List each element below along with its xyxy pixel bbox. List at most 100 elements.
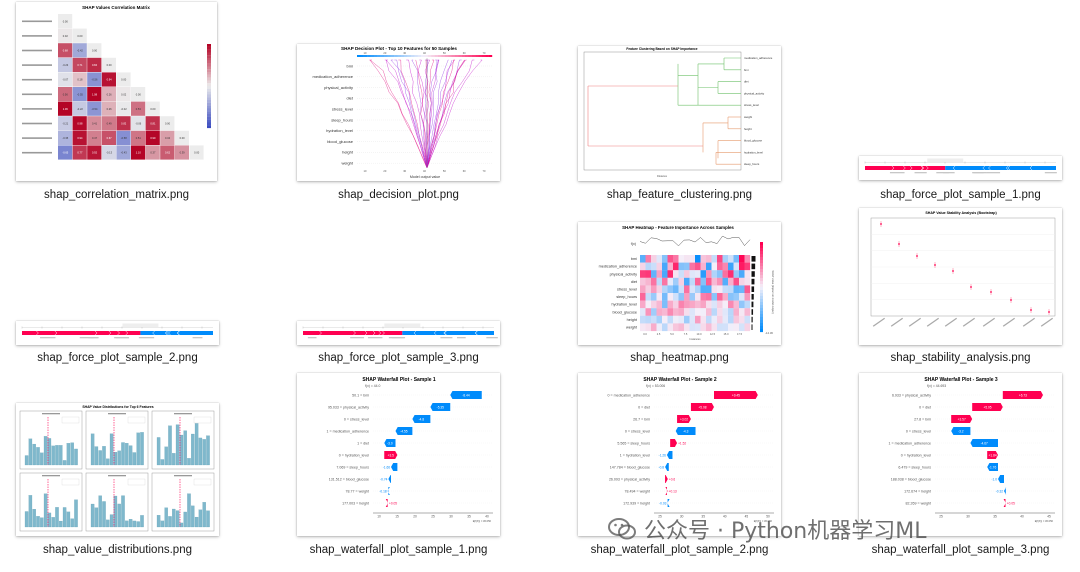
heat-cell (728, 270, 734, 278)
heat-cell (645, 277, 652, 286)
colorbar-segment (760, 284, 763, 288)
feature-label: sleep_hours (331, 117, 353, 122)
heat-cell (174, 130, 189, 145)
colorbar-segment (760, 326, 763, 330)
tick-label: 40 (723, 515, 727, 519)
fx-value: f(x) = 53.006 (646, 384, 665, 388)
histogram-bar (59, 520, 63, 528)
feature-value-label: 5.565 = sleep_hours (617, 441, 650, 445)
histogram-bar (40, 452, 44, 466)
colorbar-segment (458, 55, 462, 57)
heat-cell (700, 285, 707, 294)
cell-value: 1.06 (63, 107, 69, 111)
histogram-bar (168, 516, 172, 528)
thumbnail-force-plot-1[interactable] (859, 156, 1062, 180)
colorbar-segment (760, 266, 763, 270)
histogram-bar (102, 446, 106, 466)
colorbar-segment (207, 52, 211, 56)
histogram-bar (74, 499, 78, 528)
heat-cell (684, 277, 690, 286)
colorbar-segment (760, 314, 763, 318)
feature-annotation (889, 172, 905, 174)
contribution-label: -4.67 (981, 441, 988, 445)
heat-cell (733, 270, 740, 278)
thumbnail-feature-clustering[interactable]: Feature Clustering Based on SHAP Importa… (578, 46, 781, 181)
heat-cell (722, 293, 729, 301)
thumbnail-force-plot-2[interactable] (16, 321, 219, 345)
feature-annotation (486, 337, 498, 339)
heat-cell (651, 262, 657, 271)
colorbar-segment (760, 269, 763, 273)
feature-value-label: 7.069 = sleep_hours (336, 465, 369, 469)
heat-cell (739, 262, 745, 271)
heat-cell (695, 293, 701, 301)
thumbnail-waterfall-2[interactable]: SHAP Waterfall Plot - Sample 2 f(x) = 53.… (578, 373, 781, 536)
chevron (168, 330, 171, 336)
feature-value-label: 50.1 = bmi (352, 393, 369, 397)
histogram-bar (94, 507, 99, 528)
heat-cell (656, 308, 663, 316)
thumbnail-waterfall-3[interactable]: SHAP Waterfall Plot - Sample 3 f(x) = 44.… (859, 373, 1062, 536)
waterfall-plot-image: SHAP Waterfall Plot - Sample 3f(x) = 44.… (889, 377, 1055, 523)
legend-box (193, 416, 212, 424)
contribution-label: -1.66 (383, 465, 390, 469)
chevron (382, 330, 385, 336)
decision-path (426, 59, 466, 169)
colorbar-segment (207, 111, 211, 115)
heat-cell (700, 315, 707, 324)
heat-cell (728, 277, 734, 286)
waterfall-bar (675, 427, 696, 435)
histogram-bar (47, 438, 52, 466)
heat-cell (684, 285, 690, 294)
file-name: shap_stability_analysis.png (890, 352, 1031, 364)
heat-cell (711, 255, 718, 263)
thumbnail-correlation-matrix[interactable]: SHAP Values Correlation Matrix 0.00 0.02 0.… (16, 2, 217, 181)
histogram-bar (132, 520, 137, 528)
thumbnail-stability-analysis[interactable]: SHAP Value Stability Analysis (Bootstrap… (859, 208, 1062, 345)
positive-band (303, 331, 403, 335)
heat-cell (689, 285, 696, 294)
subplot-title (174, 475, 192, 477)
heat-cell (662, 293, 668, 301)
feature-label: physical_activity (324, 85, 353, 90)
fx-value: f(x) = 44.0 (365, 384, 380, 388)
heat-cell (640, 300, 646, 309)
tick-label (926, 317, 940, 327)
heat-cell (744, 262, 751, 271)
chevron (117, 330, 120, 336)
thumbnail-waterfall-1[interactable]: SHAP Waterfall Plot - Sample 1 f(x) = 44.… (297, 373, 500, 536)
colorbar-min: -14.36 (765, 331, 773, 335)
heat-cell (667, 262, 674, 271)
row-label (22, 108, 52, 110)
thumbnail-heatmap[interactable]: SHAP Heatmap - Feature Importance Across… (578, 222, 781, 345)
file-name: shap_waterfall_plot_sample_2.png (590, 544, 769, 556)
waterfall-bar (665, 475, 668, 483)
colorbar-segment (207, 77, 211, 81)
tick-label: 20 (413, 515, 417, 519)
heat-cell (651, 315, 657, 324)
heat-cell (678, 323, 685, 332)
feature-value-label: 0 = stress_level (625, 429, 650, 433)
colorbar-segment (207, 69, 211, 73)
contribution-label: -0.74 (380, 477, 387, 481)
feature-annotation (138, 337, 155, 339)
chevron (413, 330, 417, 336)
subplot-title (108, 475, 126, 477)
thumbnail-value-distributions[interactable]: SHAP Value Distributions for Top 6 Featu… (16, 403, 219, 536)
tick-label (982, 317, 996, 327)
heat-cell (662, 285, 668, 294)
histogram-bar (98, 450, 102, 466)
thumbnail-decision-plot[interactable]: SHAP Decision Plot - Top 10 Features for… (297, 44, 500, 181)
heat-cell (684, 293, 690, 301)
tick-label-bottom: 10 (364, 169, 367, 173)
heat-cell (744, 277, 751, 286)
data-point (990, 291, 992, 293)
heat-cell (116, 72, 131, 87)
histogram-bar (59, 445, 63, 466)
heat-cell (667, 300, 674, 309)
tick-label: 35 (993, 515, 997, 519)
cell-value: 1.08 (92, 92, 98, 96)
thumbnail-force-plot-3[interactable] (297, 321, 500, 345)
colorbar-segment (481, 55, 486, 57)
heat-cell (706, 277, 712, 286)
